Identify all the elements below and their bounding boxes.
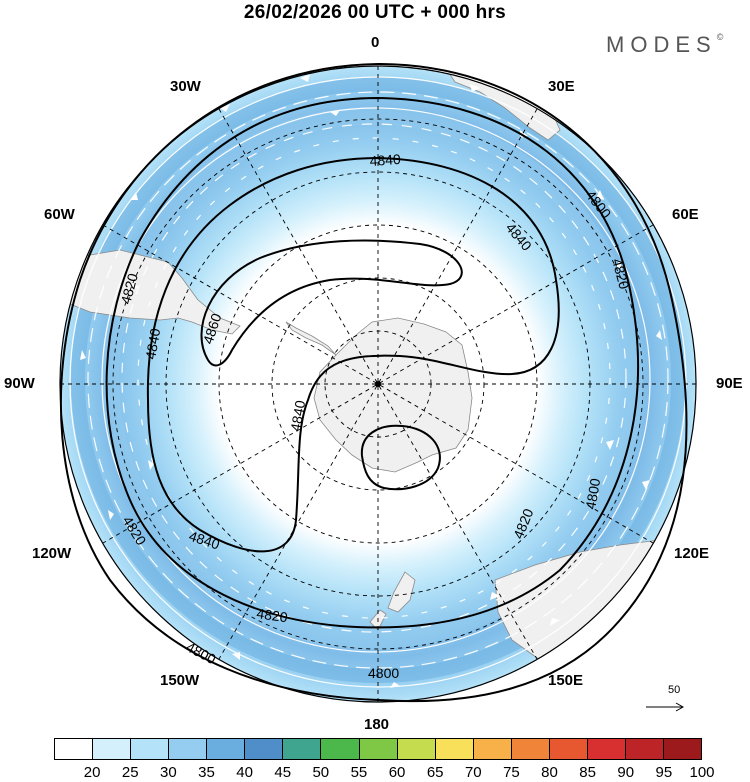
colorbar-swatch — [587, 739, 626, 759]
contour-4800 — [59, 62, 688, 703]
longitude-label-0: 0 — [371, 34, 380, 51]
colorbar-swatch — [549, 739, 588, 759]
antarctica-landmass — [313, 317, 473, 473]
longitude-label-180: 180 — [364, 716, 390, 733]
longitude-label-60w: 60W — [44, 206, 75, 223]
colorbar-tick-label: 25 — [121, 764, 139, 781]
longitude-label-60e: 60E — [672, 206, 699, 223]
jet-core-band-inner — [101, 107, 643, 649]
colorbar-swatch — [473, 739, 512, 759]
contour-label: 4800 — [368, 665, 399, 681]
colorbar-tick-label: 20 — [83, 764, 101, 781]
reference-vector: 50 — [646, 684, 686, 714]
colorbar-tick-label: 90 — [617, 764, 635, 781]
contour-label: 4820 — [117, 271, 141, 305]
longitude-label-90w: 90W — [4, 375, 35, 392]
longitude-label-150w: 150W — [160, 672, 200, 689]
colorbar-tick-label: 50 — [312, 764, 330, 781]
colorbar-swatch — [55, 739, 94, 759]
reference-vector-label: 50 — [668, 684, 681, 696]
colorbar-swatch — [664, 739, 702, 759]
contour-label: 4840 — [287, 399, 308, 433]
longitude-label-120e: 120E — [674, 545, 710, 562]
colorbar-tick-label: 75 — [503, 764, 520, 781]
polar-map: 4800 4800 4800 4800 4820 4820 4820 4820 … — [59, 62, 697, 703]
colorbar-tick-label: 85 — [579, 764, 596, 781]
wind-speed-colorbar — [54, 738, 702, 760]
contour-4840-closed — [360, 424, 441, 491]
colorbar-tick-label: 65 — [426, 764, 444, 781]
contour-4860 — [200, 239, 463, 367]
colorbar-swatch — [93, 739, 132, 759]
antarctic-peninsula — [285, 321, 337, 356]
longitude-label-30w: 30W — [170, 78, 201, 95]
colorbar-swatch — [131, 739, 170, 759]
contour-4840 — [146, 156, 560, 553]
colorbar-tick-label: 80 — [541, 764, 558, 781]
map-title: 26/02/2026 00 UTC + 000 hrs — [243, 2, 507, 23]
map-boundary — [59, 65, 697, 703]
contour-label: 4820 — [256, 605, 289, 625]
longitude-label-120w: 120W — [32, 545, 72, 562]
colorbar-swatch — [435, 739, 474, 759]
height-contours — [59, 62, 688, 703]
longitude-label-90e: 90E — [716, 375, 743, 392]
colorbar-swatch — [169, 739, 208, 759]
contour-label: 4820 — [609, 257, 633, 291]
colorbar-swatch — [397, 739, 436, 759]
longitude-label-30e: 30E — [548, 78, 575, 95]
colorbar-tick-label: 55 — [350, 764, 368, 781]
reference-vector-arrow — [646, 702, 685, 712]
contour-label: 4840 — [142, 327, 163, 361]
contour-4820 — [105, 96, 640, 629]
colorbar-swatch — [283, 739, 322, 759]
colorbar-swatch — [207, 739, 246, 759]
colorbar-swatch — [245, 739, 284, 759]
colorbar-tick-label: 40 — [236, 764, 253, 781]
new-zealand — [369, 571, 416, 631]
colorbar-tick-label: 100 — [689, 764, 715, 781]
colorbar-tick-label: 45 — [274, 764, 292, 781]
colorbar-tick-label: 60 — [388, 764, 406, 781]
colorbar-swatch — [625, 739, 664, 759]
contour-label: 4800 — [582, 477, 603, 511]
colorbar-swatch — [321, 739, 360, 759]
colorbar-swatch — [359, 739, 398, 759]
graticule — [60, 66, 696, 702]
colorbar-swatch — [511, 739, 550, 759]
longitude-label-150e: 150E — [548, 672, 584, 689]
colorbar-tick-label: 95 — [655, 764, 673, 781]
modes-logo: MODES© — [606, 32, 724, 57]
contour-label: 4840 — [369, 151, 401, 169]
colorbar-tick-label: 30 — [160, 764, 177, 781]
colorbar-tick-label: 35 — [198, 764, 215, 781]
south-pole-marker — [375, 381, 381, 387]
colorbar-tick-label: 70 — [464, 764, 482, 781]
